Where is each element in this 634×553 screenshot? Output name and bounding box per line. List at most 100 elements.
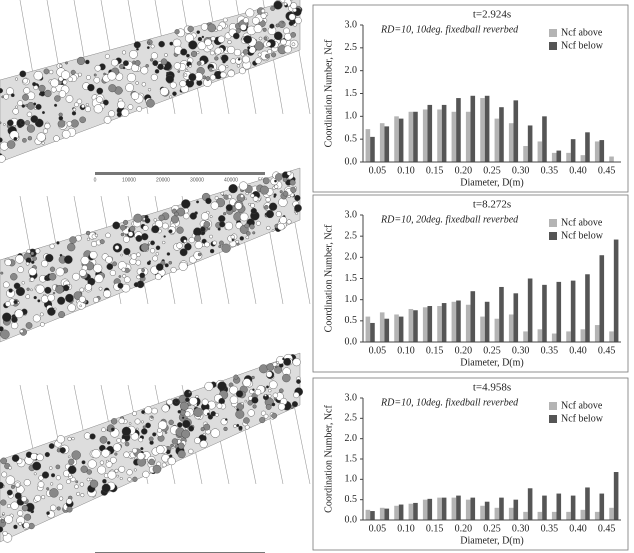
particle [223,212,227,216]
bar [499,107,504,162]
particle [0,329,10,339]
particle [237,57,241,61]
particle [260,12,267,19]
particle [220,71,227,79]
particle [181,199,191,209]
x-tick-label: 0.10 [397,523,415,534]
x-tick-label: 0.40 [569,523,587,534]
particle [145,422,151,429]
particle [183,239,187,243]
particle [118,275,122,278]
particle [94,233,98,237]
particle [56,483,64,491]
particle [229,395,239,404]
particle [200,226,206,233]
particle [57,119,66,128]
particle [118,465,126,473]
particle [38,93,42,96]
particle [195,395,199,399]
bar [551,511,557,520]
particle [255,220,261,226]
particle [55,475,61,481]
particle [109,456,117,464]
bar [441,104,447,162]
particle [176,226,184,234]
particle [4,515,13,524]
particle [123,451,130,458]
particle [236,408,240,412]
particle [0,526,4,533]
particle [228,184,238,194]
particle [247,409,255,417]
particle [263,413,269,419]
particle [32,314,41,323]
particle [0,137,3,143]
particle [121,108,130,117]
particle [85,59,90,65]
particle [79,482,85,487]
particle [19,70,27,78]
particle [66,479,71,484]
particle [24,513,32,521]
particle [242,55,250,64]
particle [47,307,56,316]
particle [283,45,292,54]
particle [53,307,57,311]
particle [203,221,211,228]
particle [96,87,104,95]
particle [21,104,26,108]
particle [200,212,210,221]
particle [50,482,54,486]
simulation-image: 01000020000300004000050000 [0,352,311,553]
bar [494,318,500,342]
particle [223,194,229,200]
particle [135,81,139,85]
particle [146,261,151,266]
legend-swatch [549,219,557,227]
particle [265,197,271,203]
particle [43,68,50,75]
bar [594,511,600,520]
particle [233,374,239,380]
particle [203,423,211,431]
particle [39,312,44,317]
particle [46,487,50,491]
particle [44,123,51,130]
particle [127,477,132,482]
chart: t=2.924s 0.0 0.5 1.0 1.5 2.0 2.5 3.0 0.05 0.10 0.1… [312,4,629,193]
particle [200,23,209,31]
particle [132,476,138,482]
y-tick-label: 0.5 [345,133,358,144]
particle [53,135,60,142]
particle [205,76,211,81]
particle [26,124,36,133]
particle [282,190,289,197]
y-axis-label: Coordination Number, Ncf [323,39,334,147]
particle [105,256,113,264]
particle [238,181,248,191]
particle [186,53,190,58]
particle [184,411,191,417]
y-tick-label: 0.5 [345,315,358,326]
particle [246,231,251,236]
particle [50,78,59,88]
particle [206,412,210,416]
particle [209,74,216,81]
particle [254,388,262,396]
particle [122,66,126,70]
y-tick-label: 0.0 [345,336,358,347]
particle [252,388,255,391]
bar [437,306,442,342]
bar [556,493,562,520]
x-tick-label: 0.25 [483,345,501,356]
y-tick-label: 1.0 [345,474,358,485]
particle [250,203,255,208]
particle [161,462,167,468]
bar [437,497,442,520]
particle [123,235,130,243]
particle [122,60,129,67]
particle [66,506,73,513]
bar [566,331,571,342]
particle [254,57,262,65]
bar [451,497,457,520]
